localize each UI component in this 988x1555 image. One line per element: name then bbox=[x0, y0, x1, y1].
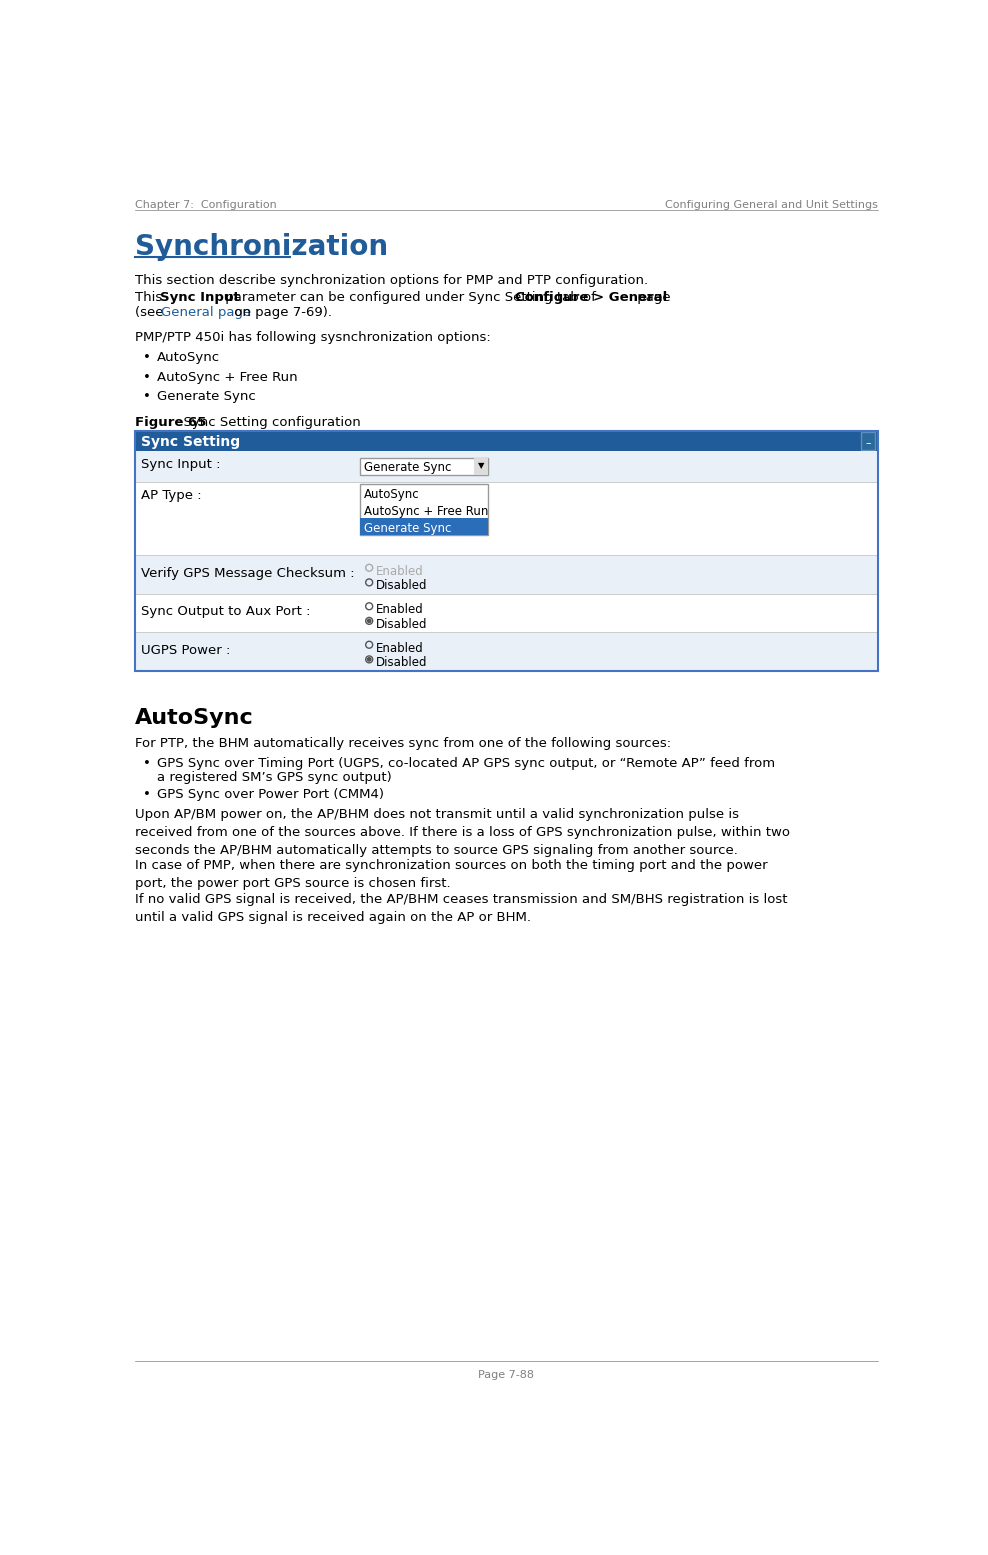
Text: Generate Sync: Generate Sync bbox=[364, 462, 452, 474]
Text: GPS Sync over Timing Port (UGPS, co-located AP GPS sync output, or “Remote AP” f: GPS Sync over Timing Port (UGPS, co-loca… bbox=[157, 757, 775, 770]
Text: Synchronization: Synchronization bbox=[135, 233, 388, 261]
Text: GPS Sync over Power Port (CMM4): GPS Sync over Power Port (CMM4) bbox=[157, 788, 383, 801]
Text: AutoSync: AutoSync bbox=[157, 351, 220, 364]
Bar bbox=[862, 432, 875, 449]
Circle shape bbox=[368, 619, 370, 622]
Text: Page 7-88: Page 7-88 bbox=[478, 1370, 535, 1381]
Text: Sync Setting: Sync Setting bbox=[141, 434, 240, 448]
Text: •: • bbox=[143, 351, 151, 364]
Bar bbox=[135, 555, 877, 594]
Text: Generate Sync: Generate Sync bbox=[157, 390, 256, 403]
Text: •: • bbox=[143, 370, 151, 384]
Text: •: • bbox=[143, 788, 151, 801]
Text: AutoSync + Free Run: AutoSync + Free Run bbox=[364, 505, 488, 518]
Text: on page 7-69).: on page 7-69). bbox=[230, 306, 332, 319]
Text: ▼: ▼ bbox=[477, 462, 484, 471]
Text: parameter can be configured under Sync Setting tab of: parameter can be configured under Sync S… bbox=[221, 291, 601, 305]
Text: Disabled: Disabled bbox=[376, 580, 428, 592]
Bar bbox=[135, 431, 877, 451]
Text: This section describe synchronization options for PMP and PTP configuration.: This section describe synchronization op… bbox=[135, 274, 648, 286]
Text: a registered SM’s GPS sync output): a registered SM’s GPS sync output) bbox=[157, 771, 391, 784]
Text: Generate Sync: Generate Sync bbox=[364, 521, 452, 535]
Bar bbox=[135, 633, 877, 670]
Text: Upon AP/BM power on, the AP/BHM does not transmit until a valid synchronization : Upon AP/BM power on, the AP/BHM does not… bbox=[135, 809, 790, 857]
Text: •: • bbox=[143, 757, 151, 770]
Text: Chapter 7:  Configuration: Chapter 7: Configuration bbox=[135, 201, 277, 210]
Text: In case of PMP, when there are synchronization sources on both the timing port a: In case of PMP, when there are synchroni… bbox=[135, 858, 768, 889]
Bar bbox=[474, 459, 488, 476]
Text: Enabled: Enabled bbox=[376, 603, 424, 616]
Bar bbox=[360, 518, 488, 535]
Bar bbox=[135, 431, 877, 670]
Text: Sync Output to Aux Port :: Sync Output to Aux Port : bbox=[141, 605, 311, 619]
Text: Enabled: Enabled bbox=[376, 642, 424, 655]
Text: Configuring General and Unit Settings: Configuring General and Unit Settings bbox=[665, 201, 877, 210]
Text: If no valid GPS signal is received, the AP/BHM ceases transmission and SM/BHS re: If no valid GPS signal is received, the … bbox=[135, 893, 787, 924]
Text: AutoSync: AutoSync bbox=[364, 488, 419, 501]
Text: AP Type :: AP Type : bbox=[141, 490, 202, 502]
Text: For PTP, the BHM automatically receives sync from one of the following sources:: For PTP, the BHM automatically receives … bbox=[135, 737, 671, 750]
Bar bbox=[135, 594, 877, 633]
Text: Configure > General: Configure > General bbox=[515, 291, 667, 305]
Text: This: This bbox=[135, 291, 167, 305]
Bar bbox=[135, 482, 877, 555]
Text: AutoSync + Free Run: AutoSync + Free Run bbox=[157, 370, 297, 384]
Text: Sync Input :: Sync Input : bbox=[141, 459, 221, 471]
Text: Disabled: Disabled bbox=[376, 617, 428, 631]
Text: AutoSync: AutoSync bbox=[135, 708, 254, 728]
Text: (see: (see bbox=[135, 306, 168, 319]
Text: Verify GPS Message Checksum :: Verify GPS Message Checksum : bbox=[141, 568, 355, 580]
Text: page: page bbox=[633, 291, 671, 305]
Text: Figure 65: Figure 65 bbox=[135, 417, 206, 429]
Text: PMP/PTP 450i has following sysnchronization options:: PMP/PTP 450i has following sysnchronizat… bbox=[135, 331, 491, 344]
Text: Sync Input: Sync Input bbox=[159, 291, 239, 305]
Bar bbox=[135, 451, 877, 482]
Text: Sync Setting configuration: Sync Setting configuration bbox=[176, 417, 362, 429]
Bar bbox=[360, 459, 488, 476]
Text: Disabled: Disabled bbox=[376, 656, 428, 669]
Bar bbox=[360, 484, 488, 535]
Text: •: • bbox=[143, 390, 151, 403]
Text: General page: General page bbox=[160, 306, 251, 319]
Circle shape bbox=[368, 658, 370, 661]
Text: UGPS Power :: UGPS Power : bbox=[141, 644, 231, 656]
Text: Enabled: Enabled bbox=[376, 564, 424, 577]
Text: –: – bbox=[865, 437, 871, 448]
